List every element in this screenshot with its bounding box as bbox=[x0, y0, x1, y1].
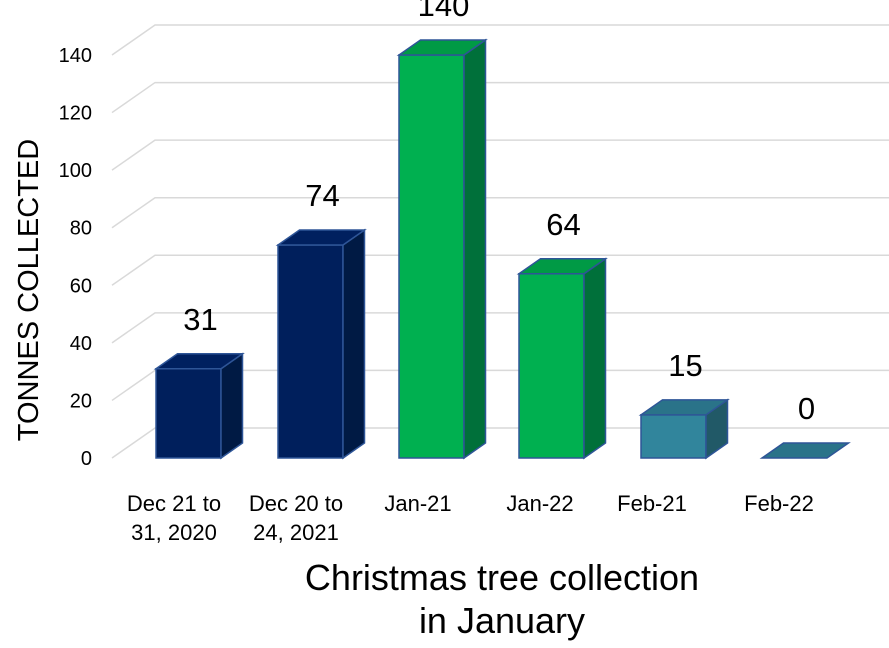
y-tick-label: 80 bbox=[70, 218, 92, 240]
bar-top bbox=[516, 258, 608, 275]
gridline bbox=[111, 254, 889, 286]
gridline bbox=[111, 196, 889, 229]
y-tick-label: 20 bbox=[70, 390, 92, 412]
bar-front bbox=[640, 414, 707, 459]
data-labels: 31 74 140 64 15 0 bbox=[183, 0, 815, 426]
gridline bbox=[111, 139, 889, 171]
bar-top bbox=[396, 39, 488, 56]
bar bbox=[153, 352, 245, 460]
bar-front bbox=[277, 244, 344, 459]
x-axis-title: Christmas tree collection in January bbox=[305, 557, 699, 641]
bar bbox=[759, 442, 851, 459]
x-tick-label: Dec 20 to 24, 2021 bbox=[249, 491, 343, 545]
y-tick-label: 100 bbox=[59, 160, 92, 182]
gridline bbox=[111, 369, 889, 402]
bar bbox=[638, 398, 730, 460]
x-axis-categories: Dec 21 to 31, 2020 Dec 20 to 24, 2021 Jan-21… bbox=[127, 491, 814, 545]
bar bbox=[275, 228, 367, 460]
y-tick-label: 140 bbox=[59, 45, 92, 67]
x-tick-label: Feb-22 bbox=[744, 491, 814, 516]
y-tick-label: 120 bbox=[59, 103, 92, 125]
y-tick-label: 0 bbox=[81, 448, 92, 470]
gridline bbox=[111, 24, 889, 56]
bar-front bbox=[518, 273, 585, 459]
bar-top bbox=[275, 229, 367, 246]
bar-side bbox=[463, 38, 487, 460]
x-tick-label: Jan-22 bbox=[506, 491, 573, 516]
bar-front bbox=[398, 54, 465, 459]
data-label: 31 bbox=[183, 302, 217, 337]
gridlines bbox=[111, 24, 889, 459]
bar-top bbox=[153, 353, 245, 370]
bar-top bbox=[759, 442, 851, 459]
x-tick-label: Feb-21 bbox=[617, 491, 687, 516]
bar-side bbox=[342, 228, 366, 460]
gridline bbox=[111, 81, 889, 114]
data-label: 74 bbox=[305, 178, 339, 213]
bar-side bbox=[583, 257, 607, 460]
x-tick-label: Jan-21 bbox=[384, 491, 451, 516]
bar bbox=[516, 257, 608, 460]
y-axis-ticks: 0 20 40 60 80 100 120 140 bbox=[59, 45, 92, 470]
data-label: 15 bbox=[668, 348, 702, 383]
x-tick-label: Dec 21 to 31, 2020 bbox=[127, 491, 221, 545]
data-label: 140 bbox=[418, 0, 470, 23]
data-label: 64 bbox=[546, 207, 580, 242]
gridline bbox=[111, 312, 889, 344]
bar-side bbox=[220, 352, 244, 460]
bar bbox=[396, 38, 488, 460]
data-label: 0 bbox=[798, 391, 815, 426]
bar-top bbox=[638, 399, 730, 416]
y-tick-label: 40 bbox=[70, 333, 92, 355]
bar-front bbox=[155, 368, 222, 459]
bars bbox=[153, 38, 851, 460]
y-axis-title: TONNES COLLECTED bbox=[13, 139, 45, 441]
y-tick-label: 60 bbox=[70, 275, 92, 297]
